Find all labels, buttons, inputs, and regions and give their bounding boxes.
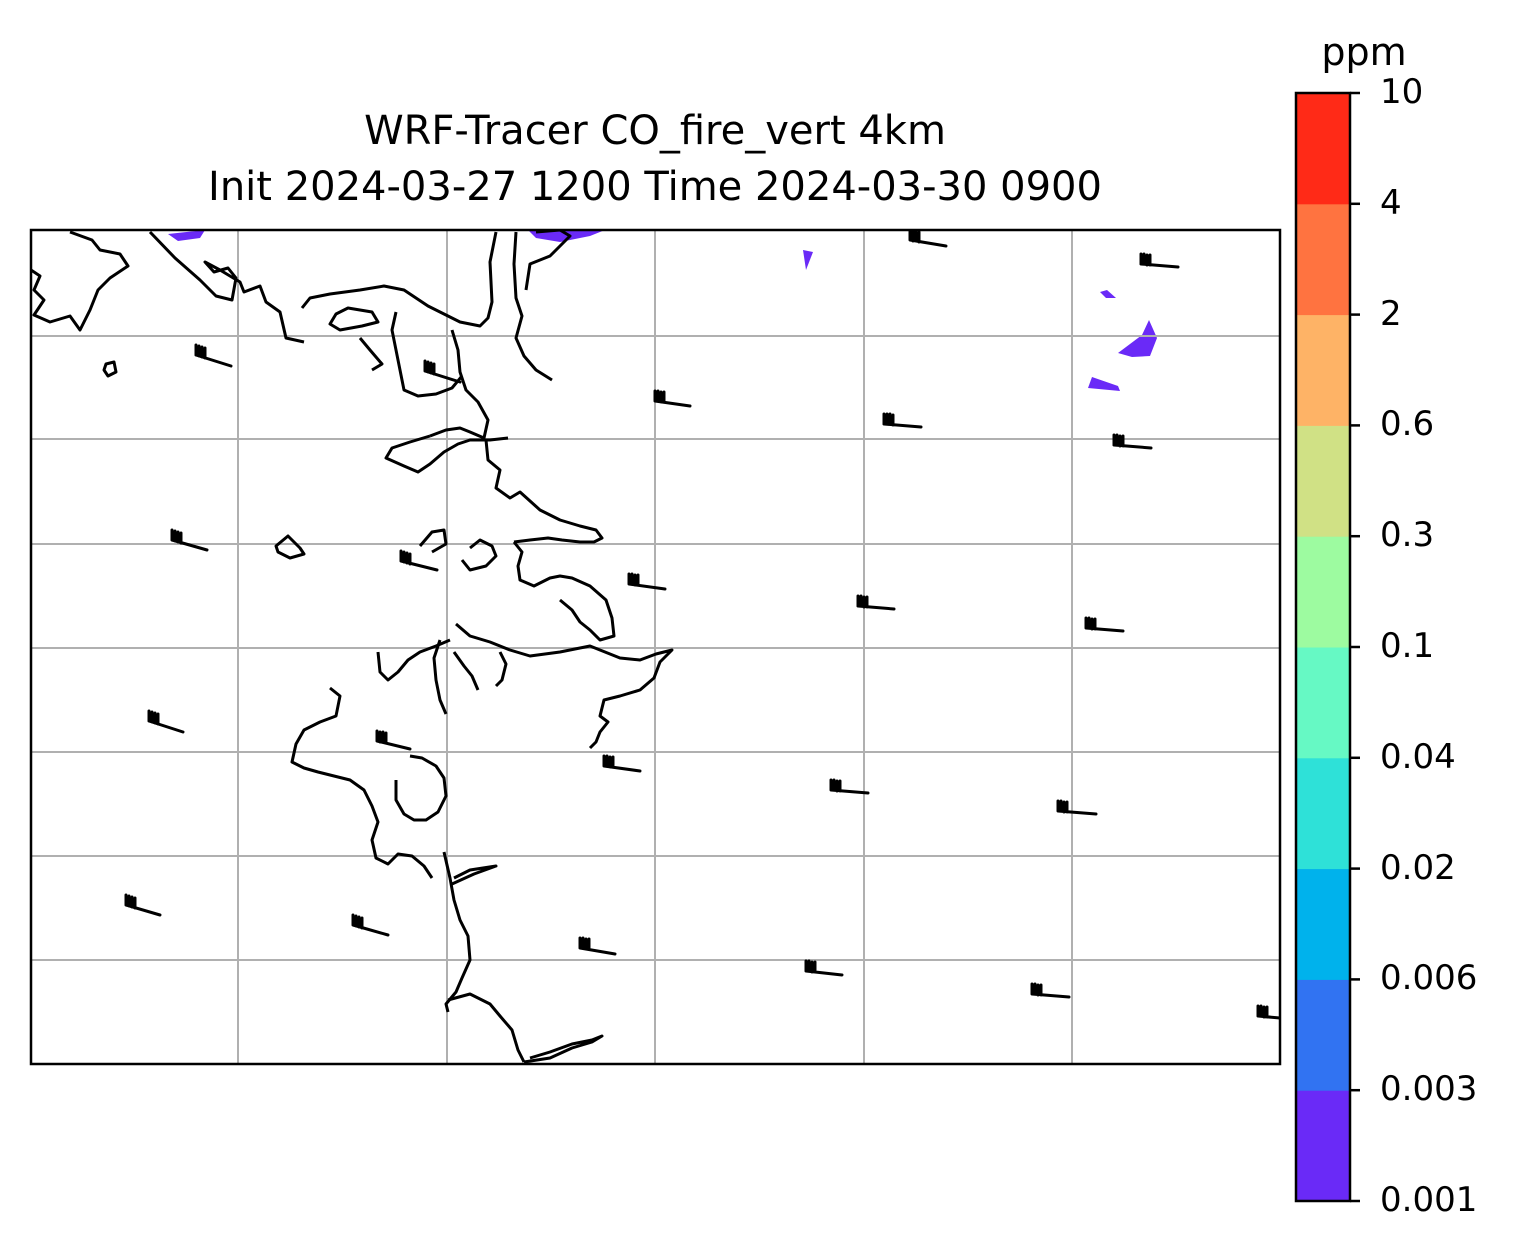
tracer-patch	[1118, 320, 1157, 357]
colorbar-tick-label: 0.02	[1380, 847, 1456, 888]
colorbar-segment	[1296, 425, 1350, 537]
title-line-1: WRF-Tracer CO_fire_vert 4km	[364, 108, 946, 154]
wind-barb	[124, 893, 162, 917]
colorbar-tick-label: 4	[1380, 182, 1402, 223]
wind-barb	[1112, 433, 1153, 450]
colorbar-segment	[1296, 868, 1350, 980]
wind-barb	[856, 594, 896, 611]
colorbar-tick-label: 0.6	[1380, 404, 1435, 445]
colorbar-tick-label: 2	[1380, 293, 1402, 334]
wind-barb	[399, 549, 439, 572]
colorbar-tick-label: 0.006	[1380, 958, 1478, 999]
colorbar-segment	[1296, 536, 1350, 648]
map-frame	[29, 228, 1282, 1066]
wind-barb	[829, 778, 870, 795]
wind-barb	[170, 528, 209, 552]
wind-barb	[578, 936, 617, 956]
tracer-patch	[168, 230, 205, 241]
coastlines	[31, 230, 674, 1064]
colorbar-segment	[1296, 314, 1350, 426]
tracer-patch	[1100, 290, 1116, 298]
wind-barb	[375, 729, 412, 751]
wind-barb	[1084, 616, 1125, 633]
colorbar-tick-label: 10	[1380, 72, 1424, 112]
colorbar-segment	[1296, 93, 1350, 205]
colorbar-unit-label: ppm	[1321, 30, 1407, 74]
wind-barbs	[124, 230, 1280, 1020]
wind-barb	[602, 754, 642, 773]
wind-barb	[194, 343, 233, 368]
wind-barb	[1030, 982, 1071, 999]
colorbar-tick-label: 0.001	[1380, 1180, 1478, 1220]
tracer-fill-layer	[168, 230, 1157, 391]
wind-barb	[147, 709, 185, 734]
wind-barb	[1139, 252, 1180, 269]
tracer-patch	[803, 250, 813, 270]
colorbar-segment	[1296, 757, 1350, 870]
wind-barb	[351, 913, 390, 937]
colorbar-tick-label: 0.1	[1380, 626, 1435, 666]
colorbar	[1294, 91, 1360, 1203]
colorbar-segment	[1296, 1090, 1350, 1202]
colorbar-segment	[1296, 203, 1350, 316]
colorbar-tick-label: 0.3	[1380, 515, 1435, 556]
title-line-2: Init 2024-03-27 1200 Time 2024-03-30 090…	[208, 164, 1102, 210]
wind-barb	[908, 230, 948, 248]
gridlines	[31, 230, 1280, 1064]
wind-barb	[882, 412, 923, 429]
colorbar-segment	[1296, 979, 1350, 1091]
wind-barb	[1256, 1004, 1280, 1020]
wind-barb	[804, 959, 844, 977]
colorbar-segment	[1296, 647, 1350, 759]
colorbar-tick-label: 0.04	[1380, 736, 1456, 777]
wind-barb	[653, 389, 692, 408]
tracer-patch	[528, 230, 605, 242]
tracer-patch	[1088, 377, 1120, 391]
wind-barb	[423, 359, 462, 384]
colorbar-tick-label: 0.003	[1380, 1069, 1478, 1110]
wind-barb	[627, 572, 667, 591]
wind-barb	[1056, 799, 1098, 816]
